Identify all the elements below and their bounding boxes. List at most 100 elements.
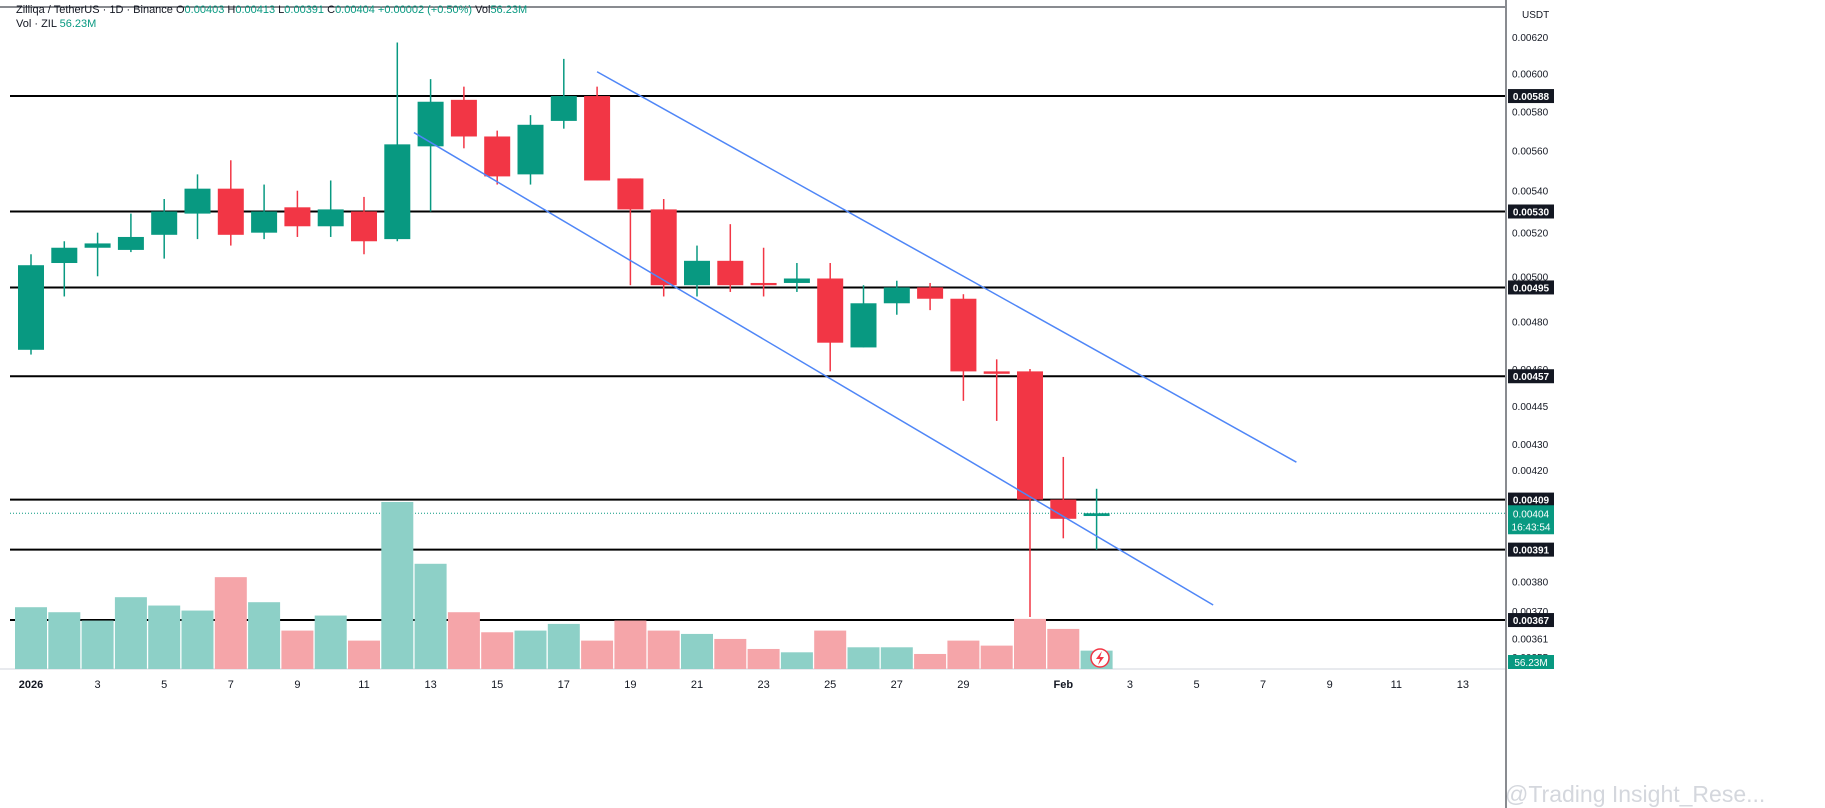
x-tick-label: Feb — [1054, 679, 1074, 691]
volume-bar — [547, 623, 580, 669]
candle-body — [417, 101, 444, 147]
y-tick-label: 0.00500 — [1512, 272, 1549, 283]
candle-body — [1083, 513, 1110, 517]
candle-body — [917, 287, 944, 299]
candle-body — [950, 298, 977, 372]
x-tick-label: 7 — [228, 679, 234, 691]
level-price-tag — [1508, 542, 1554, 557]
volume-bar — [647, 630, 680, 669]
level-price-label: 0.00367 — [1513, 616, 1550, 627]
ohlc-high-label: H — [227, 4, 236, 16]
volume-bar — [281, 630, 314, 669]
ohlc-low: 0.00391 — [284, 4, 325, 16]
ohlc-open: 0.00403 — [184, 4, 225, 16]
symbol-name[interactable]: Zilliqa / TetherUS · 1D · Binance — [16, 4, 173, 16]
x-tick-label: 13 — [424, 679, 436, 691]
volume-bar — [1047, 628, 1080, 669]
volume-bar — [214, 577, 247, 669]
level-price-tag — [1508, 89, 1554, 104]
candle-body — [251, 211, 278, 233]
y-tick-label: 0.00380 — [1512, 577, 1549, 588]
candle-body — [817, 278, 844, 343]
candle-body — [584, 96, 611, 181]
y-tick-label: 0.00560 — [1512, 146, 1549, 157]
x-tick-label: 7 — [1260, 679, 1266, 691]
x-tick-label: 3 — [1127, 679, 1133, 691]
ohlc-close-label: C — [327, 4, 336, 16]
candle-body — [617, 178, 644, 210]
candle-body — [351, 211, 377, 242]
y-tick-label: 0.00520 — [1512, 229, 1549, 240]
volume-bar — [914, 653, 947, 669]
x-tick-label: 9 — [1327, 679, 1333, 691]
candle-body — [883, 287, 910, 304]
y-tick-label: 0.00430 — [1512, 440, 1549, 451]
candle-body — [650, 209, 677, 286]
volume-tag-label: 56.23M — [1514, 658, 1547, 669]
y-tick-label: 0.00420 — [1512, 466, 1549, 477]
x-tick-label: 21 — [691, 679, 703, 691]
level-price-label: 0.00588 — [1513, 92, 1550, 103]
candle-body — [450, 99, 477, 137]
y-tick-label: 0.00370 — [1512, 607, 1549, 618]
channel-line — [413, 131, 1214, 606]
volume-bar — [714, 638, 747, 669]
volume-bar — [780, 652, 813, 669]
vol-label: Vol — [475, 4, 491, 16]
countdown-label: 16:43:54 — [1512, 522, 1551, 533]
volume-bar — [381, 502, 414, 669]
currency-label: USDT — [1522, 10, 1549, 21]
volume-bar — [314, 615, 347, 669]
volume-bar — [880, 647, 913, 669]
volume-bar — [947, 640, 980, 669]
candle-body — [384, 144, 411, 240]
y-tick-label: 0.00361 — [1512, 634, 1549, 645]
candle-body — [517, 124, 544, 175]
candle-body — [750, 282, 777, 286]
x-tick-label: 11 — [1391, 679, 1402, 691]
level-price-label: 0.00457 — [1513, 372, 1550, 383]
x-tick-label: 5 — [1193, 679, 1199, 691]
candle-body — [117, 236, 144, 250]
volume-bar — [614, 620, 647, 669]
level-price-tag — [1508, 613, 1554, 628]
x-tick-label: 19 — [624, 679, 636, 691]
x-tick-label: 25 — [824, 679, 836, 691]
volume-indicator-label[interactable]: Vol · ZIL — [16, 18, 57, 30]
channel-line — [596, 71, 1297, 463]
volume-bar — [114, 597, 147, 669]
watermark-text: @Trading Insight_Rese... — [1505, 781, 1766, 807]
symbol-row: Zilliqa / TetherUS · 1D · Binance O0.004… — [16, 3, 527, 17]
volume-bar — [447, 612, 480, 669]
x-tick-label: 29 — [957, 679, 969, 691]
x-tick-label: 15 — [491, 679, 503, 691]
x-tick-label: 3 — [95, 679, 101, 691]
volume-bar — [348, 640, 380, 669]
volume-bar — [414, 563, 447, 669]
x-tick-label: 27 — [891, 679, 903, 691]
x-tick-label: 13 — [1457, 679, 1469, 691]
current-price-label: 0.00404 — [1513, 509, 1550, 520]
candle-body — [84, 243, 111, 248]
x-tick-label: 9 — [294, 679, 300, 691]
candle-body — [484, 136, 511, 177]
volume-bar — [514, 630, 547, 669]
vol-value: 56.23M — [490, 4, 528, 16]
y-tick-label: 0.00480 — [1512, 318, 1549, 329]
candle-body — [217, 188, 244, 235]
current-price-tag — [1508, 505, 1554, 535]
volume-row: Vol · ZIL 56.23M — [16, 17, 527, 31]
x-tick-label: 17 — [558, 679, 570, 691]
candle-body — [51, 247, 78, 264]
candle-body — [184, 188, 211, 214]
y-tick-label: 0.00600 — [1512, 70, 1549, 81]
ohlc-open-label: O — [175, 4, 185, 16]
level-price-tag — [1508, 492, 1554, 507]
volume-tag — [1508, 655, 1554, 669]
candle-body — [850, 303, 877, 348]
volume-bar — [1014, 618, 1046, 669]
level-price-tag — [1508, 369, 1554, 384]
candle-body — [783, 278, 810, 283]
volume-bar — [980, 645, 1013, 669]
